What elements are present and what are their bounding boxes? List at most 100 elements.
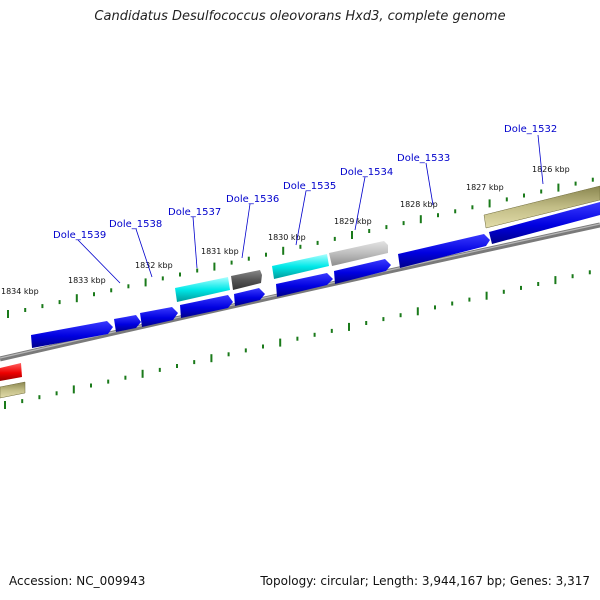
- outer-scale-minor-tick: [574, 181, 577, 186]
- inner-scale-minor-tick: [468, 297, 471, 302]
- inner-scale-minor-tick: [107, 379, 110, 384]
- inner-scale-minor-tick: [382, 317, 385, 322]
- gene-arrow-lower-5: [140, 307, 178, 327]
- gene-label[interactable]: Dole_1534: [340, 167, 393, 178]
- inner-scale-minor-tick: [588, 270, 591, 275]
- inner-scale-major-tick: [210, 354, 213, 363]
- inner-scale-minor-tick: [124, 375, 127, 380]
- gene-label[interactable]: Dole_1539: [53, 230, 106, 241]
- outer-scale-minor-tick: [385, 225, 388, 230]
- outer-scale-minor-tick: [110, 288, 113, 293]
- outer-scale-major-tick: [282, 246, 285, 255]
- inner-scale-minor-tick: [21, 399, 24, 404]
- gene-label[interactable]: Dole_1535: [283, 181, 336, 192]
- outer-scale-minor-tick: [368, 229, 371, 233]
- outer-scale-minor-tick: [591, 177, 594, 182]
- scale-label: 1826 kbp: [532, 165, 570, 174]
- gene-label-leader-line: [77, 239, 121, 284]
- genome-summary: Topology: circular; Length: 3,944,167 bp…: [260, 574, 590, 588]
- scale-label: 1828 kbp: [400, 200, 438, 209]
- outer-scale-minor-tick: [127, 284, 130, 289]
- outer-scale-minor-tick: [540, 189, 543, 194]
- outer-scale-major-tick: [213, 262, 216, 271]
- inner-scale-minor-tick: [38, 395, 41, 400]
- scale-label: 1829 kbp: [334, 217, 372, 226]
- inner-scale-minor-tick: [176, 364, 178, 368]
- gene-arrow-lower-6: [114, 315, 141, 332]
- outer-scale-minor-tick: [402, 221, 405, 226]
- outer-scale-major-tick: [75, 294, 78, 303]
- gene-label-leader-line: [295, 190, 307, 246]
- inner-scale-major-tick: [4, 401, 6, 409]
- outer-scale-major-tick: [557, 183, 560, 192]
- outer-scale-minor-tick: [196, 268, 199, 273]
- inner-scale-minor-tick: [227, 352, 230, 357]
- outer-scale-minor-tick: [24, 308, 27, 312]
- outer-scale-minor-tick: [247, 256, 250, 261]
- gene-label[interactable]: Dole_1533: [397, 153, 450, 164]
- outer-scale-major-tick: [351, 231, 353, 239]
- gene-arrow-lower-2: [276, 273, 333, 297]
- inner-scale-minor-tick: [520, 285, 522, 290]
- scale-label: 1831 kbp: [201, 247, 239, 256]
- outer-scale-major-tick: [7, 310, 9, 318]
- gene-label[interactable]: Dole_1536: [226, 194, 279, 205]
- scale-label: 1827 kbp: [466, 183, 504, 192]
- inner-scale-minor-tick: [313, 332, 316, 337]
- scale-label: 1830 kbp: [268, 233, 306, 242]
- inner-scale-minor-tick: [90, 383, 92, 388]
- scale-label: 1834 kbp: [1, 287, 39, 296]
- region-feature-upper: [483, 185, 600, 229]
- outer-scale-minor-tick: [299, 244, 302, 249]
- outer-scale-minor-tick: [161, 276, 164, 281]
- outer-scale-minor-tick: [437, 213, 439, 218]
- gene-arrow-dole-1533: [398, 234, 490, 268]
- gene-label-leader-line: [425, 162, 434, 206]
- inner-scale-minor-tick: [296, 336, 299, 341]
- inner-scale-minor-tick: [330, 328, 333, 333]
- gene-arrow-lower-1: [334, 259, 391, 284]
- outer-scale-minor-tick: [316, 240, 319, 245]
- inner-scale-minor-tick: [365, 321, 368, 325]
- inner-scale-major-tick: [141, 369, 144, 378]
- inner-scale-minor-tick: [262, 344, 264, 349]
- outer-scale-minor-tick: [523, 193, 525, 198]
- gene-label[interactable]: Dole_1532: [504, 124, 557, 135]
- outer-scale-minor-tick: [265, 252, 267, 257]
- outer-scale-minor-tick: [333, 236, 336, 241]
- inner-scale-ticks: [4, 270, 591, 409]
- inner-scale-minor-tick: [571, 274, 574, 279]
- inner-scale-minor-tick: [193, 360, 196, 365]
- outer-scale-minor-tick: [58, 300, 61, 305]
- inner-scale-minor-tick: [451, 301, 454, 306]
- inner-scale-major-tick: [554, 276, 557, 285]
- gene-label-leader-line: [135, 228, 153, 278]
- gene-label[interactable]: Dole_1538: [109, 219, 162, 230]
- gene-label[interactable]: Dole_1537: [168, 207, 221, 218]
- outer-scale-minor-tick: [454, 209, 457, 214]
- outer-scale-minor-tick: [41, 304, 44, 309]
- outer-scale-major-tick: [488, 199, 491, 208]
- outer-scale-minor-tick: [93, 292, 95, 297]
- region-feature-lower: [0, 381, 26, 399]
- inner-scale-major-tick: [485, 291, 488, 300]
- pseudo-feature-dole-1536: [231, 270, 262, 290]
- scale-label: 1833 kbp: [68, 276, 106, 285]
- inner-scale-minor-tick: [158, 367, 161, 372]
- outer-scale-minor-tick: [471, 205, 474, 210]
- red-feature: [0, 363, 22, 381]
- map-title: Candidatus Desulfococcus oleovorans Hxd3…: [94, 9, 506, 24]
- scale-label: 1832 kbp: [135, 261, 173, 270]
- gene-label-leader-line: [354, 176, 366, 231]
- outer-scale-ticks: [7, 177, 594, 318]
- inner-scale-minor-tick: [244, 348, 247, 353]
- gene-label-leader-line: [192, 216, 198, 269]
- gene-label-leader-line: [537, 134, 544, 185]
- outer-scale-minor-tick: [179, 272, 181, 277]
- gene-label-leader-line: [241, 203, 251, 259]
- inner-scale-minor-tick: [55, 391, 58, 396]
- inner-scale-minor-tick: [399, 313, 402, 318]
- outer-scale-minor-tick: [505, 197, 508, 202]
- inner-scale-major-tick: [279, 338, 282, 347]
